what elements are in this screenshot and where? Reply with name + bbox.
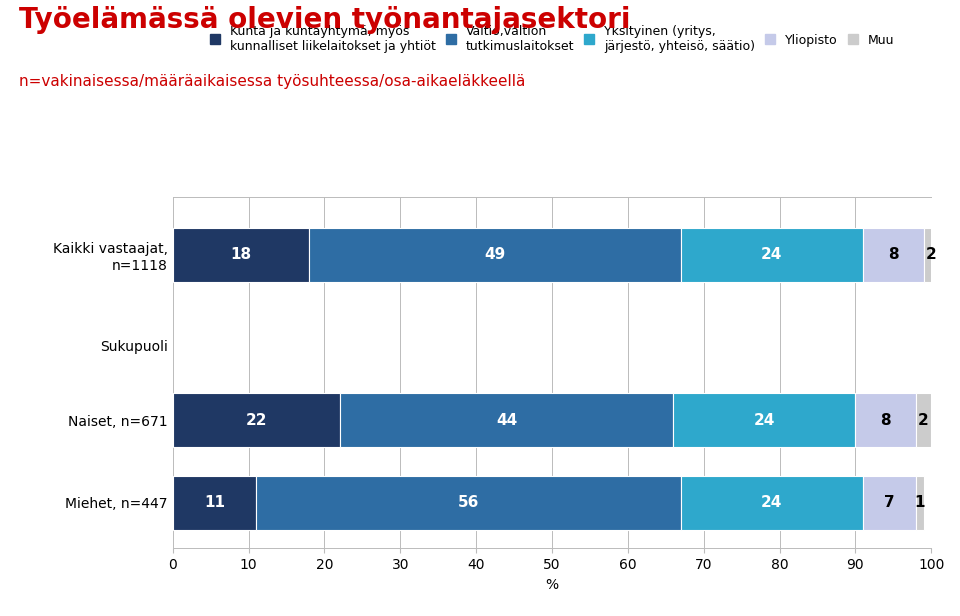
- Bar: [173, 228, 309, 282]
- Bar: [256, 476, 681, 530]
- Text: 1: 1: [915, 495, 925, 510]
- Text: n=vakinaisessa/määräaikaisessa työsuhteessa/osa-aikaeläkkeellä: n=vakinaisessa/määräaikaisessa työsuhtee…: [19, 74, 525, 89]
- Bar: [863, 476, 916, 530]
- X-axis label: %: %: [545, 578, 559, 591]
- Text: 44: 44: [496, 413, 517, 428]
- Text: 49: 49: [485, 248, 506, 262]
- Bar: [863, 228, 924, 282]
- Bar: [924, 228, 939, 282]
- Bar: [309, 228, 681, 282]
- Text: 7: 7: [884, 495, 895, 510]
- Text: 56: 56: [458, 495, 479, 510]
- Bar: [340, 394, 673, 447]
- Bar: [173, 476, 256, 530]
- Text: 11: 11: [204, 495, 225, 510]
- Bar: [681, 476, 863, 530]
- Text: 24: 24: [761, 248, 782, 262]
- Bar: [916, 394, 931, 447]
- Text: Työelämässä olevien työnantajasektori: Työelämässä olevien työnantajasektori: [19, 6, 631, 34]
- Text: 18: 18: [230, 248, 252, 262]
- Text: 22: 22: [246, 413, 267, 428]
- Bar: [916, 476, 924, 530]
- Text: 2: 2: [925, 248, 937, 262]
- Text: 8: 8: [888, 248, 899, 262]
- Legend: Kunta ja kuntayhtymä, myös
kunnalliset liikelaitokset ja yhtiöt, Valtio,valtion
: Kunta ja kuntayhtymä, myös kunnalliset l…: [206, 21, 898, 56]
- Bar: [673, 394, 855, 447]
- Text: 24: 24: [754, 413, 775, 428]
- Bar: [173, 394, 340, 447]
- Bar: [855, 394, 916, 447]
- Text: 24: 24: [761, 495, 782, 510]
- Text: 2: 2: [919, 413, 929, 428]
- Bar: [681, 228, 863, 282]
- Text: 8: 8: [880, 413, 891, 428]
